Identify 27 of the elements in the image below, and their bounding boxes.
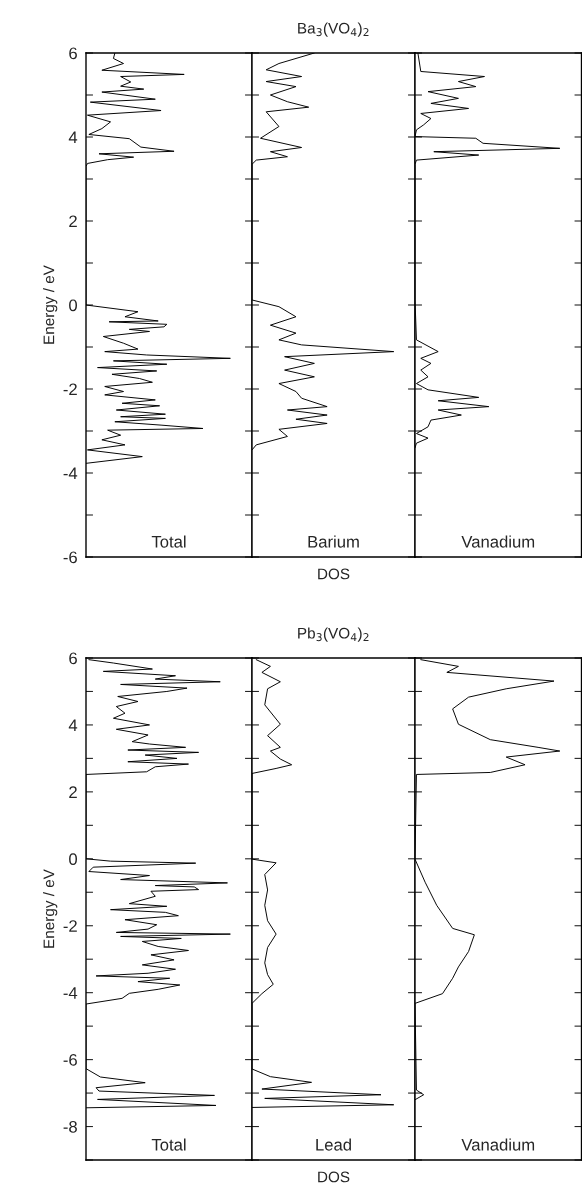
x-axis-title: DOS [318,1171,350,1183]
y-tick-label: 6 [69,652,77,665]
y-tick-label: -6 [63,1054,77,1066]
y-tick-label: -2 [63,383,77,396]
y-tick-label: -4 [63,987,78,999]
x-axis-title: DOS [318,568,350,580]
y-axis-title: Energy / eV [43,869,58,948]
y-tick-label: 0 [69,299,78,312]
annotation: Vanadium [461,1138,535,1151]
annotation: Barium [308,535,359,548]
y-tick-label: 4 [68,131,78,144]
annotation: Lead [316,1138,351,1151]
y-tick-label: 0 [69,853,78,865]
y-tick-label: 4 [68,719,78,731]
y-tick-label: -8 [63,1120,77,1133]
chart-title: Ba$_{3}$(VO$_{4}$)$_{2}$ [298,22,369,37]
annotation: Total [151,1138,186,1151]
y-tick-label: -6 [63,551,77,564]
y-tick-label: 6 [69,47,77,60]
y-tick-label: -4 [63,467,78,480]
annotation: Vanadium [461,535,535,548]
y-tick-label: 2 [69,786,77,798]
y-axis-title: Energy / eV [43,265,58,344]
y-tick-label: 2 [69,215,77,228]
annotation: Total [151,535,186,548]
chart-title: Pb$_{3}$(VO$_{4}$)$_{2}$ [298,627,369,642]
y-tick-label: -2 [63,920,77,932]
